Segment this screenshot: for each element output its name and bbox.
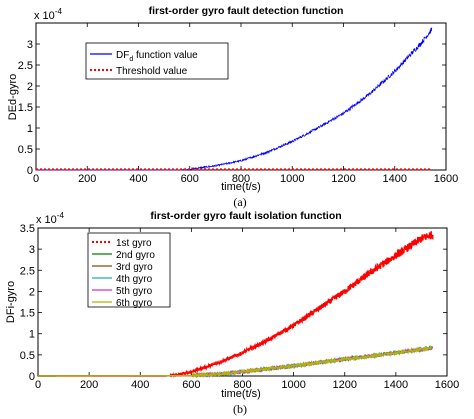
- chart-b-xlabel: time(t/s): [221, 388, 261, 400]
- chart-b-xtick-label: 400: [131, 379, 149, 391]
- chart-b-ylabel: DFi-gyro: [5, 281, 17, 323]
- chart-b-legend-label-2: 2nd gyro: [116, 250, 155, 261]
- chart-a-legend-box: [85, 42, 229, 80]
- chart-b-series-6-marker: [301, 362, 306, 367]
- chart-b-x-ticks: 0 200 400 600 800 1000 1200 1400 1600: [35, 228, 459, 391]
- chart-b-xtick-label: 1600: [435, 379, 459, 391]
- chart-b-xtick-label: 1400: [384, 379, 408, 391]
- chart-b-series-6-marker: [409, 348, 414, 353]
- chart-a-ytick-label: 0: [27, 165, 33, 177]
- chart-b-xtick-label: 1200: [333, 379, 357, 391]
- chart-b-legend-label-5: 5th gyro: [116, 286, 153, 297]
- chart-b-series-6-marker: [332, 358, 337, 363]
- chart-b-series-6-marker: [386, 351, 391, 356]
- chart-b-ytick-label: 1: [29, 329, 35, 341]
- chart-a-ylabel: DEd-gyro: [7, 74, 19, 120]
- chart-b-series-6-marker: [370, 353, 375, 358]
- chart-b-series-6-marker: [355, 355, 360, 360]
- chart-a-xtick-label: 1000: [280, 173, 304, 185]
- chart-b-series-6-marker: [286, 364, 291, 369]
- chart-b-series-6-marker: [309, 361, 314, 366]
- chart-b-legend-label-1: 1st gyro: [116, 238, 152, 249]
- chart-a-ytick-label: 0.5: [18, 144, 33, 156]
- chart-b-series-6-marker: [393, 350, 398, 355]
- chart-b-series-6-marker: [271, 366, 276, 371]
- chart-b-legend-label-3: 3rd gyro: [116, 262, 153, 273]
- chart-b-exponent: x 10-4: [36, 211, 64, 226]
- chart-b-series: [38, 231, 434, 379]
- chart-b-series-6-marker: [263, 367, 268, 372]
- chart-a-series: [36, 27, 433, 172]
- chart-a: first-order gyro fault detection functio…: [7, 5, 458, 209]
- chart-a-caption: (a): [233, 195, 246, 209]
- chart-b-ytick-label: 3.5: [20, 223, 35, 235]
- chart-b-xtick-label: 200: [80, 379, 98, 391]
- chart-b-series-6-marker: [240, 369, 245, 374]
- chart-b-series-6-marker: [401, 349, 406, 354]
- chart-b-series-6-marker: [209, 372, 214, 377]
- chart-b-xtick-label: 800: [233, 379, 251, 391]
- chart-a-xtick-label: 0: [33, 173, 39, 185]
- chart-a-ytick-label: 2: [27, 81, 33, 93]
- chart-a-y-ticks: 0 0.5 1 1.5 2 2.5 3: [18, 39, 446, 177]
- chart-a-ytick-label: 1.5: [18, 102, 33, 114]
- chart-a-title: first-order gyro fault detection functio…: [149, 5, 344, 17]
- chart-a-legend: DFd function value Threshold value: [85, 42, 229, 80]
- chart-a-xlabel: time(t/s): [221, 181, 261, 193]
- chart-b-series-6-marker: [217, 372, 222, 377]
- chart-a-xtick-label: 400: [129, 173, 147, 185]
- chart-b-series-6-marker: [278, 365, 283, 370]
- chart-a-xtick-label: 1600: [434, 173, 458, 185]
- chart-b-series-6-marker: [317, 360, 322, 365]
- chart-b-series-6-marker: [194, 373, 199, 378]
- chart-b-series-6-marker: [416, 347, 421, 352]
- chart-a-ytick-label: 1: [27, 123, 33, 135]
- chart-a-exponent: x 10-4: [34, 7, 62, 22]
- chart-a-xtick-label: 800: [232, 173, 250, 185]
- chart-b-series-6-marker: [294, 363, 299, 368]
- chart-a-x-ticks: 0 200 400 600 800 1000 1200 1400 1600: [33, 23, 458, 185]
- chart-b-legend-label-4: 4th gyro: [116, 274, 153, 285]
- chart-a-legend-label-function: DFd function value: [116, 50, 198, 63]
- chart-a-xtick-label: 1200: [331, 173, 355, 185]
- chart-b-ytick-label: 1.5: [20, 308, 35, 320]
- chart-b-ytick-label: 3: [29, 244, 35, 256]
- chart-b-series-6-marker: [324, 359, 329, 364]
- chart-b-title: first-order gyro fault isolation functio…: [150, 210, 341, 222]
- chart-b-legend-box: [87, 232, 171, 308]
- chart-b-ytick-label: 0.5: [20, 350, 35, 362]
- chart-b-series-6-marker: [340, 357, 345, 362]
- chart-a-xtick-label: 200: [78, 173, 96, 185]
- chart-b-series-6-marker: [232, 370, 237, 375]
- chart-b-series-6-marker: [363, 354, 368, 359]
- chart-b-xtick-label: 0: [35, 379, 41, 391]
- chart-b: first-order gyro fault isolation functio…: [5, 210, 459, 416]
- chart-b-caption: (b): [233, 402, 247, 416]
- chart-a-legend-label-threshold: Threshold value: [116, 66, 188, 77]
- chart-b-series-6-marker: [378, 352, 383, 357]
- chart-a-ytick-label: 2.5: [18, 60, 33, 72]
- chart-b-legend-label-6: 6th gyro: [116, 298, 153, 309]
- chart-b-series-6-marker: [202, 372, 207, 377]
- chart-b-series-6-marker: [248, 368, 253, 373]
- chart-b-ytick-label: 2: [29, 286, 35, 298]
- chart-b-ytick-label: 2.5: [20, 265, 35, 277]
- chart-b-y-ticks: 0 0.5 1 1.5 2 2.5 3 3.5: [20, 223, 447, 383]
- chart-b-series-6-marker: [225, 371, 230, 376]
- chart-a-xtick-label: 1400: [383, 173, 407, 185]
- chart-b-series-6-marker: [424, 346, 429, 351]
- chart-b-xtick-label: 600: [182, 379, 200, 391]
- chart-b-ytick-label: 0: [29, 371, 35, 383]
- chart-b-xtick-label: 1000: [281, 379, 305, 391]
- chart-a-ytick-label: 3: [27, 39, 33, 51]
- chart-b-series-6-marker: [255, 367, 260, 372]
- chart-a-xtick-label: 600: [181, 173, 199, 185]
- chart-b-series-6-marker: [347, 356, 352, 361]
